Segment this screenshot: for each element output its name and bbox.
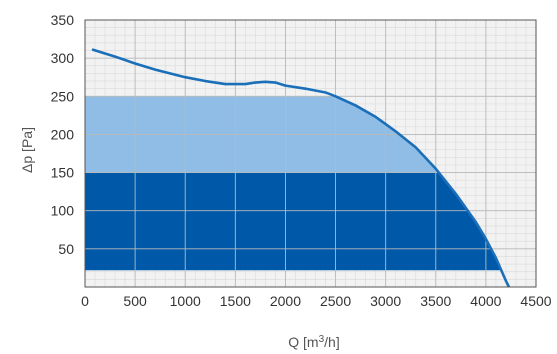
y-axis-label: Δp [Pa] <box>19 127 35 173</box>
y-tick-label: 200 <box>51 126 75 142</box>
x-tick-label: 3000 <box>370 293 401 309</box>
x-tick-label: 500 <box>123 293 147 309</box>
y-tick-label: 300 <box>51 50 75 66</box>
fan-curve-line <box>91 48 511 287</box>
plot-frame <box>84 19 537 288</box>
curve-layer <box>91 48 511 287</box>
y-tick-label: 250 <box>51 88 75 104</box>
x-tick-label: 1000 <box>170 293 201 309</box>
x-tick-label: 4000 <box>470 293 501 309</box>
y-tick-label: 50 <box>58 241 74 257</box>
x-tick-label: 1500 <box>220 293 251 309</box>
y-tick-labels: 50 100 150 200 250 300 350 <box>51 12 75 257</box>
y-tick-label: 350 <box>51 12 75 28</box>
x-tick-label: 3500 <box>420 293 451 309</box>
x-tick-label: 2500 <box>320 293 351 309</box>
x-tick-label: 2000 <box>270 293 301 309</box>
x-tick-label: 0 <box>81 293 89 309</box>
y-tick-label: 100 <box>51 203 75 219</box>
operating-region-2 <box>85 172 502 271</box>
x-tick-labels: 0 500 1000 1500 2000 2500 3000 3500 4000 4500 <box>81 293 552 309</box>
x-axis-label: Q [m3/h] <box>288 334 339 350</box>
x-tick-label: 4500 <box>520 293 551 309</box>
y-tick-label: 150 <box>51 165 75 181</box>
